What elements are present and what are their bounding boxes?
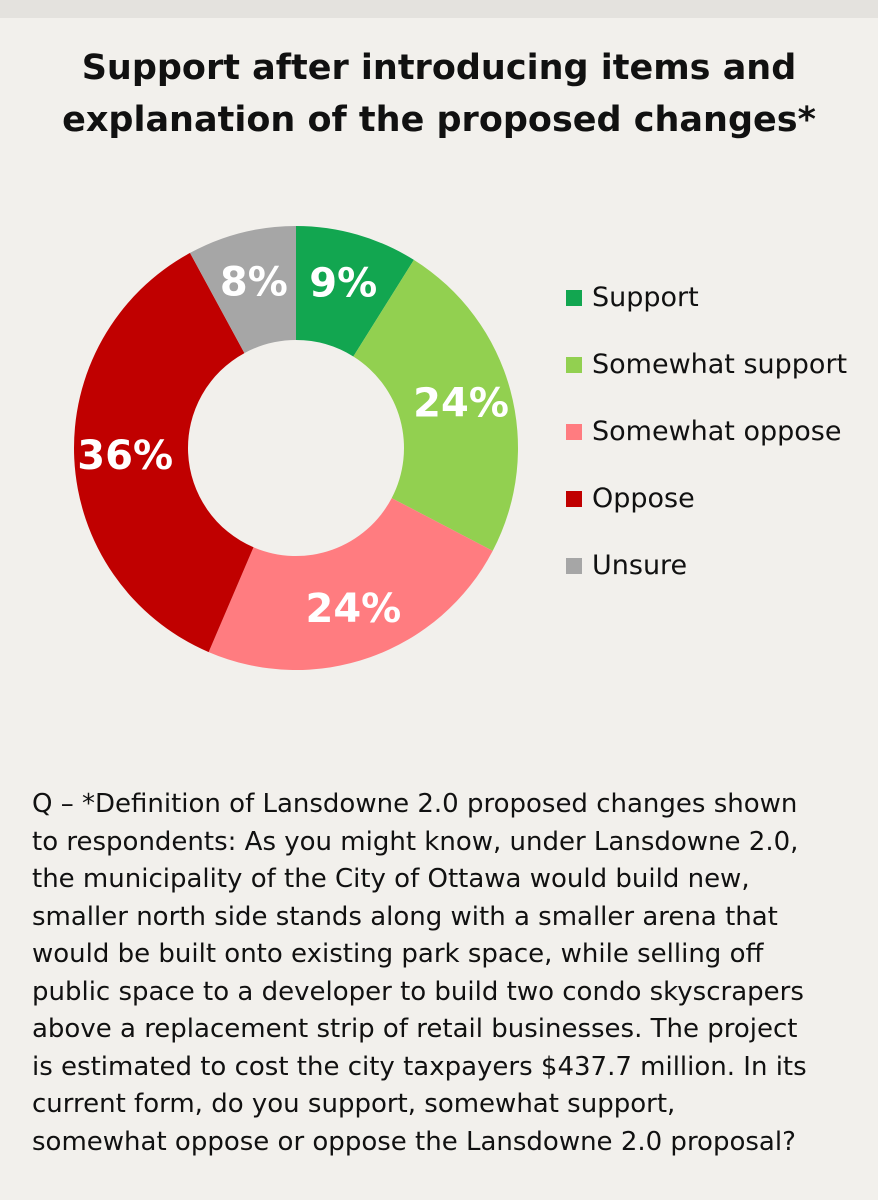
slice-somewhat-oppose xyxy=(208,498,493,670)
slice-somewhat-support xyxy=(353,259,518,551)
chart-title: Support after introducing items and expl… xyxy=(0,42,878,146)
legend-swatch-support xyxy=(566,290,582,306)
question-line: smaller north side stands along with a s… xyxy=(32,901,778,932)
chart-title-line: explanation of the proposed changes* xyxy=(62,100,816,140)
data-label-somewhat-oppose: 24% xyxy=(305,586,401,632)
legend-label-oppose: Oppose xyxy=(592,483,695,514)
question-line: somewhat oppose or oppose the Lansdowne … xyxy=(32,1126,796,1157)
slice-support xyxy=(296,226,414,357)
legend-item-somewhat-oppose: Somewhat oppose xyxy=(566,414,847,481)
question-line: current form, do you support, somewhat s… xyxy=(32,1089,676,1119)
legend-label-somewhat-support: Somewhat support xyxy=(592,349,848,380)
question-line: above a replacement strip of retail busi… xyxy=(32,1014,798,1044)
chart-title-line: Support after introducing items and xyxy=(81,48,797,88)
legend-swatch-somewhat-support xyxy=(566,357,582,373)
legend-label-somewhat-oppose: Somewhat oppose xyxy=(592,416,842,447)
legend-item-unsure: Unsure xyxy=(566,548,847,615)
data-label-support: 9% xyxy=(309,261,377,307)
legend-item-somewhat-support: Somewhat support xyxy=(566,347,847,414)
question-line: would be built onto existing park space,… xyxy=(32,939,764,969)
question-line: public space to a developer to build two… xyxy=(32,976,804,1007)
question-line: the municipality of the City of Ottawa w… xyxy=(32,864,750,894)
slice-unsure xyxy=(190,226,296,354)
question-line: is estimated to cost the city taxpayers … xyxy=(32,1051,807,1082)
data-label-oppose: 36% xyxy=(77,433,173,479)
donut-chart: 9% 24% 24% 36% 8% xyxy=(73,226,518,670)
chart-legend: Support Somewhat support Somewhat oppose… xyxy=(566,280,847,615)
question-line: Q – *Definition of Lansdowne 2.0 propose… xyxy=(32,789,798,819)
slice-oppose xyxy=(73,252,254,653)
legend-swatch-unsure xyxy=(566,558,582,574)
legend-swatch-oppose xyxy=(566,491,582,507)
legend-label-unsure: Unsure xyxy=(592,550,688,581)
legend-swatch-somewhat-oppose xyxy=(566,424,582,440)
question-line: to respondents: As you might know, under… xyxy=(32,826,799,857)
top-strip xyxy=(0,0,878,18)
legend-label-support: Support xyxy=(592,282,699,313)
legend-item-oppose: Oppose xyxy=(566,481,847,548)
data-label-unsure: 8% xyxy=(220,259,288,305)
legend-item-support: Support xyxy=(566,280,847,347)
question-text: Q – *Definition of Lansdowne 2.0 propose… xyxy=(32,786,864,1161)
data-label-somewhat-support: 24% xyxy=(413,380,509,426)
